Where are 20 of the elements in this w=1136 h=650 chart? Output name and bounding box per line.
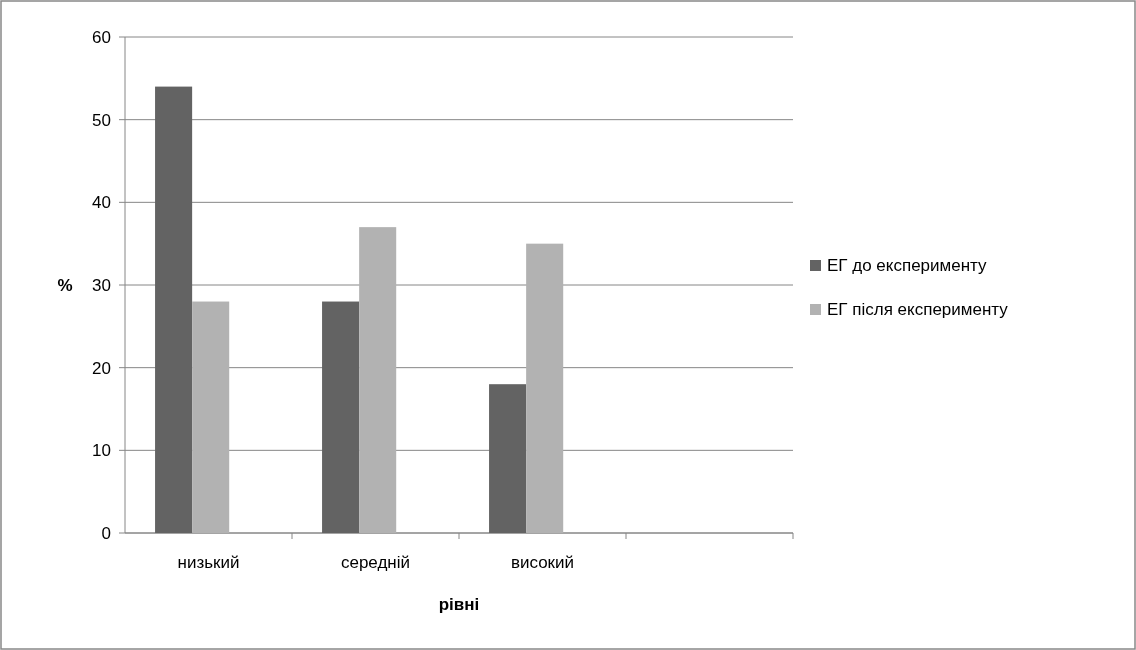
y-tick-label: 50 [92, 110, 111, 130]
bar [322, 301, 360, 533]
y-tick-label: 20 [92, 358, 111, 378]
x-tick-label: середній [340, 553, 411, 572]
bar [155, 86, 193, 533]
x-axis-title: рівні [438, 595, 480, 614]
legend-label: ЕГ до експерименту [827, 255, 988, 275]
y-axis-title: % [57, 275, 73, 295]
y-tick-label: 60 [92, 27, 111, 47]
bar [192, 301, 230, 533]
y-tick-label: 10 [92, 441, 111, 461]
bar [359, 227, 397, 533]
x-tick-label: високий [510, 553, 575, 572]
x-tick-label: низький [177, 553, 240, 572]
bar [489, 384, 527, 533]
y-tick-label: 30 [92, 275, 111, 295]
y-tick-label: 0 [101, 523, 111, 543]
legend-label: ЕГ після експерименту [827, 299, 1009, 319]
y-tick-label: 40 [92, 193, 111, 213]
bar [526, 243, 564, 533]
